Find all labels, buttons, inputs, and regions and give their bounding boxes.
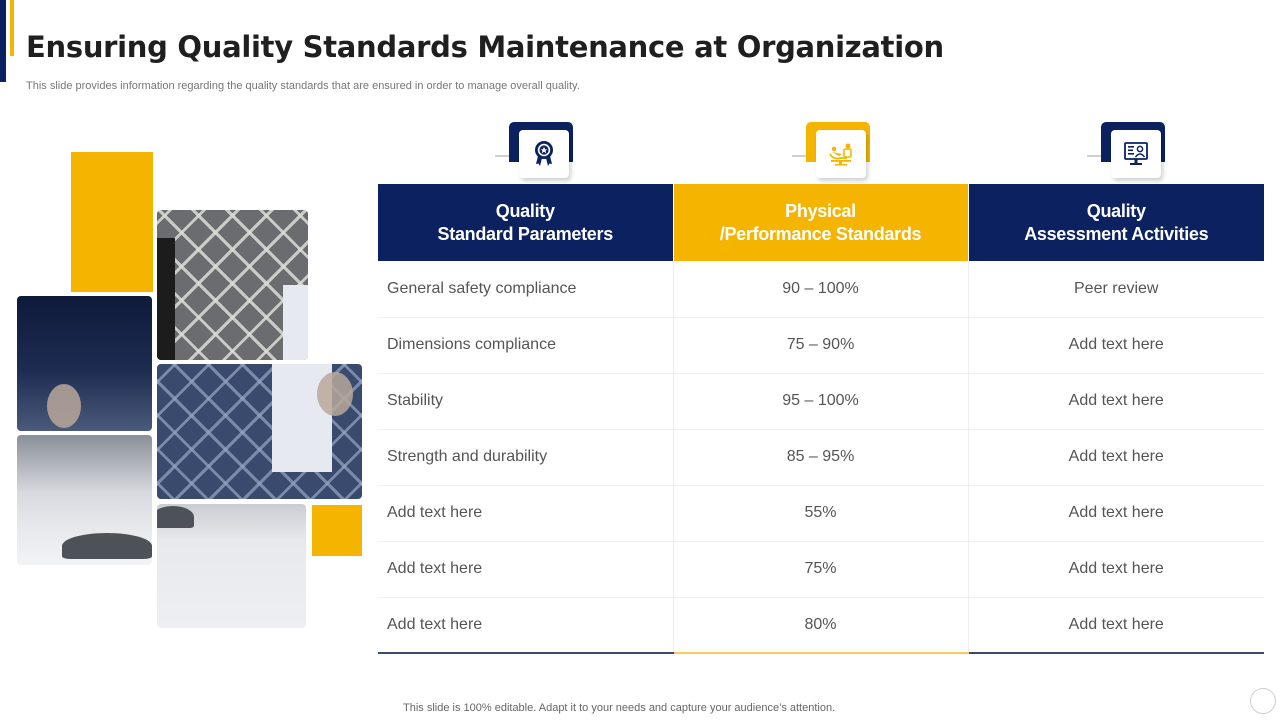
quality-standards-table: Quality Standard Parameters Physical /Pe… [378, 184, 1264, 654]
gold-block-top [71, 152, 153, 292]
table-row: Dimensions compliance 75 – 90% Add text … [378, 317, 1264, 374]
slide-nav-circle-button[interactable] [1250, 688, 1276, 714]
table-row: Strength and durability 85 – 95% Add tex… [378, 429, 1264, 486]
table-row: Add text here 55% Add text here [378, 485, 1264, 542]
table-row: Add text here 80% Add text here [378, 597, 1264, 654]
online-assessment-monitor-icon [1124, 142, 1148, 165]
cell-parameter: Strength and durability [378, 429, 674, 486]
header-performance-standards: Physical /Performance Standards [673, 184, 969, 261]
cell-parameter: Add text here [378, 541, 674, 598]
photo-man-shirt [17, 435, 152, 565]
cell-parameter: Add text here [378, 485, 674, 542]
accent-bar-navy [0, 0, 6, 82]
cell-parameter: Stability [378, 373, 674, 430]
icon-tab-quality-parameters [495, 122, 573, 178]
icon-tab-assessment-activities [1087, 122, 1165, 178]
cell-activity: Add text here [968, 373, 1264, 430]
award-badge-icon [535, 141, 553, 166]
table-header-row: Quality Standard Parameters Physical /Pe… [378, 184, 1264, 261]
table-row: General safety compliance 90 – 100% Peer… [378, 261, 1264, 318]
table-row: Add text here 75% Add text here [378, 541, 1264, 598]
cell-parameter: General safety compliance [378, 261, 674, 318]
header-assessment-activities: Quality Assessment Activities [968, 184, 1264, 261]
page-title: Ensuring Quality Standards Maintenance a… [26, 30, 944, 64]
cell-parameter: Add text here [378, 597, 674, 654]
cell-activity: Peer review [968, 261, 1264, 318]
page-subtitle: This slide provides information regardin… [26, 80, 580, 92]
cell-standard: 55% [673, 485, 969, 542]
cell-standard: 75% [673, 541, 969, 598]
cell-activity: Add text here [968, 597, 1264, 654]
footer-note: This slide is 100% editable. Adapt it to… [403, 702, 836, 714]
cell-standard: 80% [673, 597, 969, 654]
cell-standard: 75 – 90% [673, 317, 969, 374]
cell-activity: Add text here [968, 317, 1264, 374]
photo-presenter [157, 364, 362, 499]
cell-activity: Add text here [968, 485, 1264, 542]
photo-table [157, 504, 306, 628]
photo-wall-pattern [157, 210, 308, 360]
header-quality-standard-parameters: Quality Standard Parameters [378, 184, 674, 261]
cell-standard: 95 – 100% [673, 373, 969, 430]
gold-block-bottom [312, 505, 362, 556]
cell-activity: Add text here [968, 541, 1264, 598]
accent-bar-gold [10, 0, 14, 56]
cell-parameter: Dimensions compliance [378, 317, 674, 374]
photo-meeting-man [17, 296, 152, 431]
table-row: Stability 95 – 100% Add text here [378, 373, 1264, 430]
physical-exam-icon [829, 143, 852, 166]
cell-activity: Add text here [968, 429, 1264, 486]
icon-tab-performance-standards [792, 122, 870, 178]
cell-standard: 90 – 100% [673, 261, 969, 318]
cell-standard: 85 – 95% [673, 429, 969, 486]
